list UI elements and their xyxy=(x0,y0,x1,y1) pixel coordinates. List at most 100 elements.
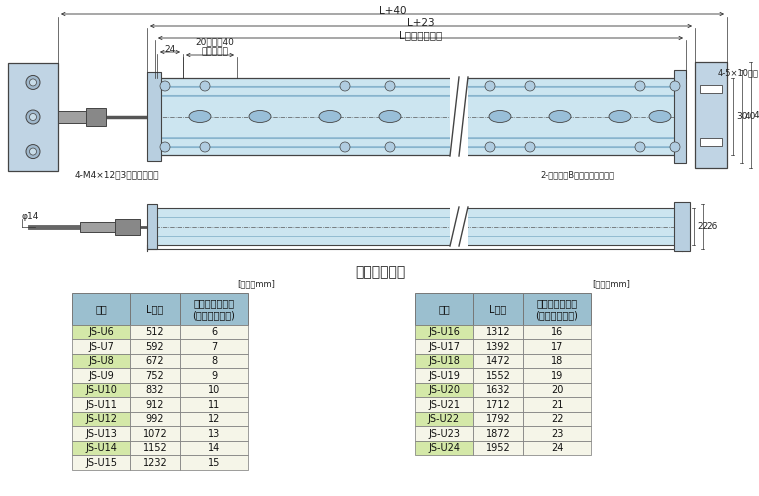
Bar xyxy=(72,354,130,369)
Bar xyxy=(180,325,248,339)
Text: 40: 40 xyxy=(745,112,757,121)
Circle shape xyxy=(670,142,680,152)
Bar xyxy=(130,397,180,412)
Text: センサ装着図: センサ装着図 xyxy=(355,265,405,279)
Circle shape xyxy=(485,142,495,152)
Text: 2-取付金具B（角度調整可能）: 2-取付金具B（角度調整可能） xyxy=(540,170,614,179)
Bar xyxy=(86,108,106,125)
Circle shape xyxy=(635,81,645,91)
Bar xyxy=(473,293,523,325)
Text: JS-U21: JS-U21 xyxy=(428,400,460,410)
Ellipse shape xyxy=(379,111,401,123)
Text: 1312: 1312 xyxy=(486,327,510,337)
Circle shape xyxy=(635,142,645,152)
Bar xyxy=(72,397,130,412)
Text: 20または40
光軸ピッチ: 20または40 光軸ピッチ xyxy=(196,37,235,57)
Text: 1552: 1552 xyxy=(486,371,511,380)
Text: 12: 12 xyxy=(208,414,220,424)
Text: 512: 512 xyxy=(146,327,164,337)
Bar xyxy=(72,339,130,354)
Bar xyxy=(72,325,130,339)
Text: JS-U19: JS-U19 xyxy=(428,371,460,380)
Text: 18: 18 xyxy=(551,356,563,366)
Bar xyxy=(72,441,130,455)
Text: 912: 912 xyxy=(146,400,164,410)
Bar xyxy=(473,427,523,441)
Text: 4-5×10長穴: 4-5×10長穴 xyxy=(718,68,759,77)
Text: JS-U6: JS-U6 xyxy=(88,327,114,337)
Bar xyxy=(130,293,180,325)
Text: 752: 752 xyxy=(146,371,165,380)
Text: JS-U18: JS-U18 xyxy=(428,356,460,366)
Bar xyxy=(72,383,130,397)
Circle shape xyxy=(160,81,170,91)
Text: 適合ユニット数
(シリーズ共通): 適合ユニット数 (シリーズ共通) xyxy=(193,298,235,320)
Bar xyxy=(523,369,591,383)
Text: L+40: L+40 xyxy=(379,6,406,16)
Text: 1072: 1072 xyxy=(143,429,168,438)
Bar xyxy=(415,369,473,383)
Text: 13: 13 xyxy=(208,429,220,438)
Bar xyxy=(473,397,523,412)
Text: 形式: 形式 xyxy=(438,304,450,314)
Text: 1632: 1632 xyxy=(486,385,510,395)
Circle shape xyxy=(340,142,350,152)
Text: 22: 22 xyxy=(551,414,563,424)
Bar xyxy=(473,369,523,383)
Bar xyxy=(130,455,180,470)
Bar xyxy=(523,383,591,397)
Bar xyxy=(415,354,473,369)
Bar xyxy=(155,208,680,245)
Bar xyxy=(473,412,523,427)
Bar xyxy=(58,111,86,123)
Text: 23: 23 xyxy=(551,429,563,438)
Bar xyxy=(415,427,473,441)
Text: 24: 24 xyxy=(551,443,563,453)
Bar xyxy=(80,222,115,232)
Text: 1152: 1152 xyxy=(143,443,168,453)
Bar xyxy=(523,293,591,325)
Circle shape xyxy=(670,81,680,91)
Text: 1472: 1472 xyxy=(486,356,510,366)
Circle shape xyxy=(30,114,36,121)
Bar xyxy=(180,293,248,325)
Bar xyxy=(473,383,523,397)
Text: 592: 592 xyxy=(146,342,164,352)
Circle shape xyxy=(485,81,495,91)
Text: JS-U12: JS-U12 xyxy=(85,414,117,424)
Bar xyxy=(415,325,473,339)
Bar xyxy=(700,84,722,92)
Text: 15: 15 xyxy=(208,458,220,468)
Circle shape xyxy=(525,81,535,91)
Text: 11: 11 xyxy=(208,400,220,410)
Bar xyxy=(674,202,690,251)
Text: JS-U22: JS-U22 xyxy=(428,414,460,424)
Bar xyxy=(415,441,473,455)
Text: 1872: 1872 xyxy=(486,429,510,438)
Text: φ14: φ14 xyxy=(22,212,39,221)
Text: 1232: 1232 xyxy=(143,458,168,468)
Text: [単位：mm]: [単位：mm] xyxy=(592,280,630,289)
Text: 21: 21 xyxy=(551,400,563,410)
Circle shape xyxy=(26,144,40,159)
Text: 26: 26 xyxy=(706,222,717,231)
Bar xyxy=(130,339,180,354)
Bar xyxy=(523,441,591,455)
Text: 672: 672 xyxy=(146,356,164,366)
Bar xyxy=(473,339,523,354)
Text: JS-U9: JS-U9 xyxy=(88,371,114,380)
Bar xyxy=(473,325,523,339)
Text: 992: 992 xyxy=(146,414,164,424)
Text: L+23: L+23 xyxy=(407,18,435,28)
Circle shape xyxy=(385,142,395,152)
Text: 7: 7 xyxy=(211,342,217,352)
Bar xyxy=(674,70,686,163)
Circle shape xyxy=(160,142,170,152)
Text: 24: 24 xyxy=(165,45,175,54)
Text: [単位：mm]: [単位：mm] xyxy=(237,280,275,289)
Bar xyxy=(415,412,473,427)
Bar xyxy=(147,72,161,161)
Circle shape xyxy=(26,75,40,89)
Bar xyxy=(130,325,180,339)
Bar xyxy=(130,369,180,383)
